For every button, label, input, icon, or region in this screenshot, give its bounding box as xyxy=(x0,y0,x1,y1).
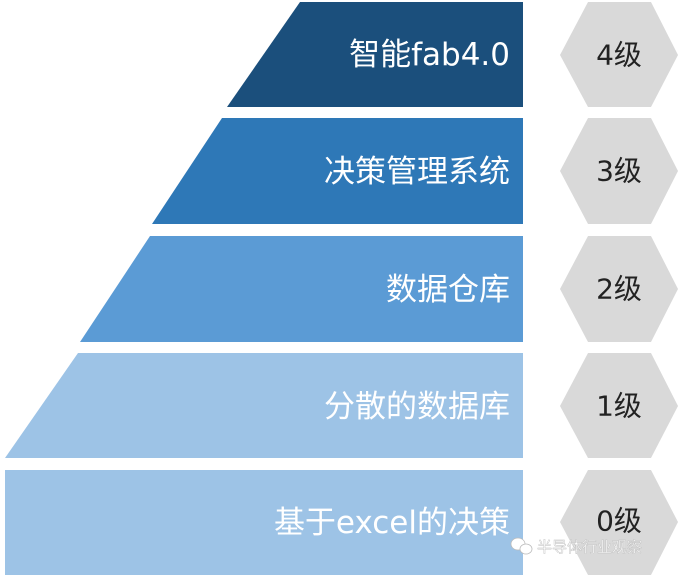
level-2-band xyxy=(80,236,523,342)
level-3-band xyxy=(152,118,523,224)
level-2-hexagon xyxy=(560,236,678,342)
level-0-label: 基于excel的决策 xyxy=(274,505,510,541)
level-4-label: 智能fab4.0 xyxy=(349,37,510,73)
level-4-grade: 4级 xyxy=(596,39,642,72)
level-1-grade: 1级 xyxy=(596,390,642,423)
level-3-grade: 3级 xyxy=(596,155,642,188)
level-2-label: 数据仓库 xyxy=(386,272,510,308)
level-3-hexagon xyxy=(560,118,678,224)
level-0-grade: 0级 xyxy=(596,505,642,538)
level-2: 数据仓库 2级 xyxy=(80,236,678,342)
level-4-hexagon xyxy=(560,2,678,107)
level-4-band xyxy=(227,2,523,107)
level-0-hexagon xyxy=(560,470,678,575)
level-0: 基于excel的决策 0级 xyxy=(5,470,678,575)
level-3: 决策管理系统 3级 xyxy=(152,118,678,224)
level-3-label: 决策管理系统 xyxy=(324,154,510,190)
level-0-band xyxy=(5,470,523,575)
watermark-text: 半导体行业观察 xyxy=(537,538,642,556)
wechat-icon xyxy=(510,537,533,555)
level-1-label: 分散的数据库 xyxy=(324,389,510,425)
level-1-band xyxy=(5,353,523,458)
level-1-hexagon xyxy=(560,353,678,458)
level-2-grade: 2级 xyxy=(596,273,642,306)
level-4: 智能fab4.0 4级 xyxy=(227,2,678,107)
level-1: 分散的数据库 1级 xyxy=(5,353,678,458)
watermark: 半导体行业观察 xyxy=(510,537,642,556)
